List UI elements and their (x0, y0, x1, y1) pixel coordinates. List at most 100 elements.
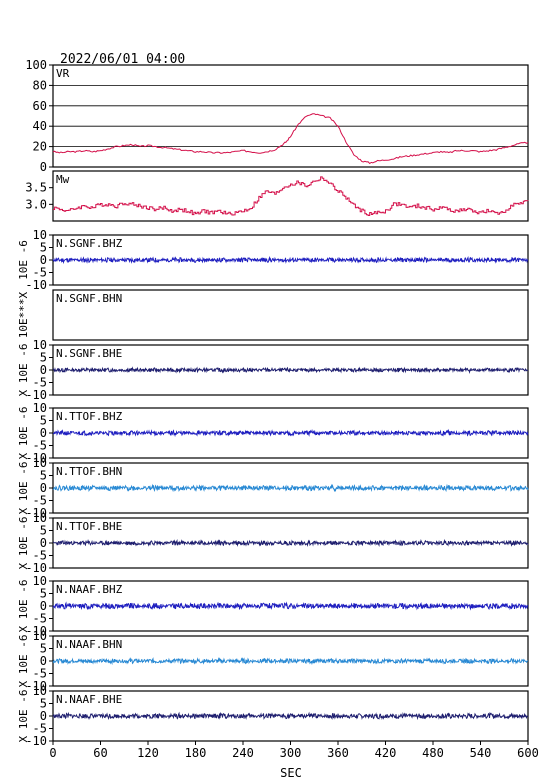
panel-label: N.SGNF.BHN (56, 292, 122, 305)
y-tick-label: 3.5 (25, 181, 47, 195)
y-tick-label: 0 (40, 363, 47, 377)
y-tick-label: 0 (40, 599, 47, 613)
y-axis-label: X 10E -6 (17, 407, 30, 460)
y-tick-label: -5 (33, 376, 47, 390)
panel-label: N.TTOF.BHN (56, 465, 122, 478)
x-tick-label: 300 (280, 746, 302, 760)
x-tick-label: 180 (185, 746, 207, 760)
x-tick-label: 0 (49, 746, 56, 760)
x-tick-label: 60 (93, 746, 107, 760)
waveform (52, 711, 529, 721)
x-tick-label: 480 (422, 746, 444, 760)
y-tick-label: -5 (33, 494, 47, 508)
y-tick-label: 5 (40, 697, 47, 711)
y-axis-label: X 10E -6 (17, 344, 30, 397)
y-tick-label: -5 (33, 266, 47, 280)
panel-label: N.NAAF.BHE (56, 693, 122, 706)
panel-label: Mw (56, 173, 70, 186)
y-tick-label: 0 (40, 426, 47, 440)
panel-frame (52, 64, 529, 168)
panel-label: N.NAAF.BHZ (56, 583, 123, 596)
panel-label: N.TTOF.BHE (56, 520, 122, 533)
y-tick-label: 10 (33, 684, 47, 698)
y-tick-label: 0 (40, 481, 47, 495)
x-axis-label: SEC (280, 766, 302, 780)
y-tick-label: -10 (25, 278, 47, 292)
y-axis-label: 10E***X (17, 291, 30, 338)
x-tick-label: 420 (375, 746, 397, 760)
waveform (52, 366, 529, 374)
y-tick-label: 10 (33, 629, 47, 643)
y-tick-label: -10 (25, 734, 47, 748)
y-tick-label: 0 (40, 709, 47, 723)
x-tick-label: 120 (137, 746, 159, 760)
panel-frame (52, 170, 529, 222)
y-tick-label: -5 (33, 549, 47, 563)
y-tick-label: -10 (25, 388, 47, 402)
y-tick-label: 10 (33, 511, 47, 525)
x-tick-label: 360 (327, 746, 349, 760)
y-tick-label: 10 (33, 574, 47, 588)
panel-vr: VR 0 20 40 60 80 100 (25, 58, 529, 174)
y-tick-label: 10 (33, 228, 47, 242)
y-axis-label: X 10E -6 (17, 462, 30, 515)
y-tick-label: -5 (33, 439, 47, 453)
y-tick-label: 10 (33, 401, 47, 415)
waveform (52, 657, 529, 666)
y-tick-label: 10 (33, 456, 47, 470)
panel-label: N.SGNF.BHZ (56, 237, 123, 250)
panel-sgnf-bhn: N.SGNF.BHN 10E***X (17, 289, 529, 341)
y-tick-label: 5 (40, 241, 47, 255)
y-axis-label: X 10E -6 (17, 517, 30, 570)
y-tick-label: 0 (40, 160, 47, 174)
y-tick-label: 5 (40, 414, 47, 428)
y-tick-label: 0 (40, 253, 47, 267)
y-tick-label: -10 (25, 561, 47, 575)
waveform (52, 255, 529, 265)
panel-frame (52, 289, 529, 341)
panel-label: N.NAAF.BHN (56, 638, 122, 651)
waveform (53, 428, 529, 438)
y-tick-label: -10 (25, 506, 47, 520)
y-tick-label: -5 (33, 667, 47, 681)
y-tick-label: -10 (25, 451, 47, 465)
y-tick-label: 0 (40, 654, 47, 668)
y-tick-label: 10 (33, 338, 47, 352)
y-tick-label: 40 (33, 119, 47, 133)
y-tick-label: -5 (33, 722, 47, 736)
y-axis-label: X 10E -6 (17, 690, 30, 743)
x-tick-label: 540 (470, 746, 492, 760)
y-tick-label: 5 (40, 469, 47, 483)
series-line (53, 176, 529, 216)
y-axis-label: X 10E -6 (17, 635, 30, 688)
y-tick-label: 0 (40, 536, 47, 550)
y-tick-label: -5 (33, 612, 47, 626)
y-tick-label: 5 (40, 524, 47, 538)
series-line (52, 113, 529, 165)
panel-label: VR (56, 67, 70, 80)
y-tick-label: -10 (25, 679, 47, 693)
y-tick-label: 5 (40, 587, 47, 601)
x-tick-label: 600 (517, 746, 539, 760)
panel-label: N.TTOF.BHZ (56, 410, 123, 423)
x-tick-label: 240 (232, 746, 254, 760)
y-tick-label: 20 (33, 140, 47, 154)
y-tick-label: -10 (25, 624, 47, 638)
y-tick-label: 100 (25, 58, 47, 72)
y-axis-label: X 10E -6 (17, 580, 30, 633)
y-tick-label: 80 (33, 78, 47, 92)
y-tick-label: 60 (33, 99, 47, 113)
y-tick-label: 3.0 (25, 197, 47, 211)
panel-mw: Mw 3.0 3.5 (25, 170, 529, 222)
panel-label: N.SGNF.BHE (56, 347, 122, 360)
y-tick-label: 5 (40, 642, 47, 656)
